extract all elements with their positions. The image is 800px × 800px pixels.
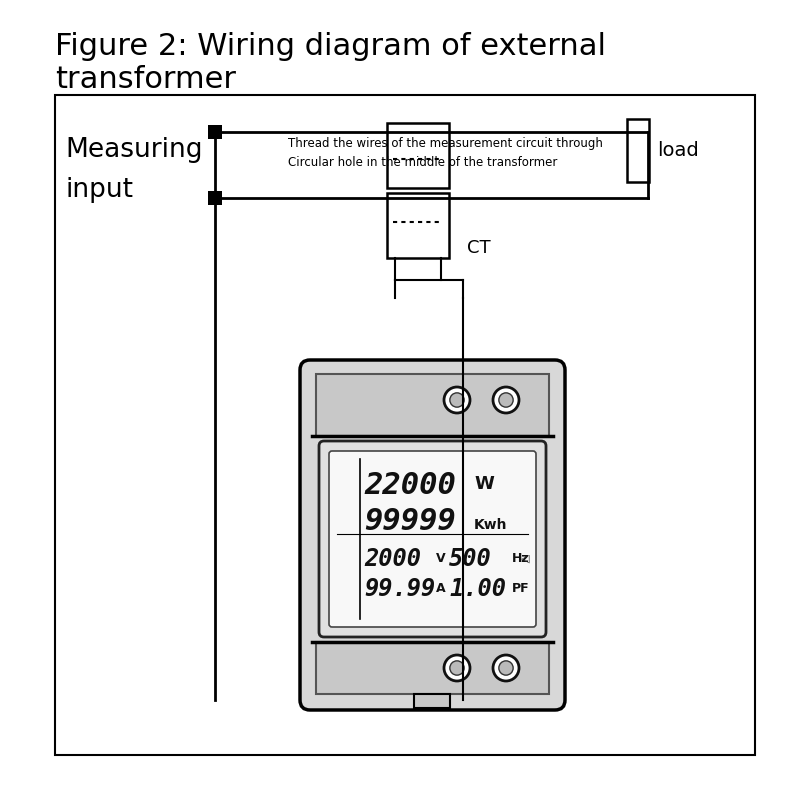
Circle shape	[499, 393, 513, 407]
Bar	[414, 694, 450, 708]
Circle shape	[444, 387, 470, 413]
Circle shape	[493, 655, 519, 681]
Bar	[387, 193, 449, 258]
Bar	[387, 123, 449, 188]
Bar	[316, 642, 549, 694]
Text: 2000: 2000	[364, 547, 421, 571]
Text: ◁: ◁	[521, 554, 530, 564]
Text: 1.00: 1.00	[449, 577, 506, 601]
Bar	[316, 374, 549, 436]
Text: input: input	[65, 177, 133, 203]
Text: 22000: 22000	[364, 471, 456, 501]
Bar	[55, 95, 755, 755]
Bar	[208, 125, 222, 139]
Circle shape	[444, 655, 470, 681]
FancyBboxPatch shape	[300, 360, 565, 710]
FancyBboxPatch shape	[319, 441, 546, 637]
Text: Thread the wires of the measurement circuit through: Thread the wires of the measurement circ…	[288, 137, 603, 150]
Bar	[208, 191, 222, 205]
Circle shape	[493, 387, 519, 413]
Text: transformer: transformer	[55, 65, 236, 94]
Text: Figure 2: Wiring diagram of external: Figure 2: Wiring diagram of external	[55, 32, 606, 61]
Text: A: A	[436, 582, 446, 595]
Text: load: load	[657, 141, 698, 160]
Circle shape	[450, 393, 464, 407]
Text: Measuring: Measuring	[65, 137, 202, 163]
Text: Kwh: Kwh	[474, 518, 507, 532]
Text: W: W	[474, 475, 494, 493]
Text: PF: PF	[512, 582, 530, 595]
Bar	[627, 119, 649, 182]
FancyBboxPatch shape	[329, 451, 536, 627]
Circle shape	[450, 661, 464, 675]
Text: 99999: 99999	[364, 507, 456, 537]
Text: 99.99: 99.99	[364, 577, 435, 601]
Text: V: V	[436, 553, 446, 566]
Text: Hz: Hz	[512, 553, 530, 566]
Text: CT: CT	[467, 239, 490, 257]
Text: Circular hole in the middle of the transformer: Circular hole in the middle of the trans…	[288, 155, 558, 169]
Text: 500: 500	[449, 547, 492, 571]
Circle shape	[499, 661, 513, 675]
